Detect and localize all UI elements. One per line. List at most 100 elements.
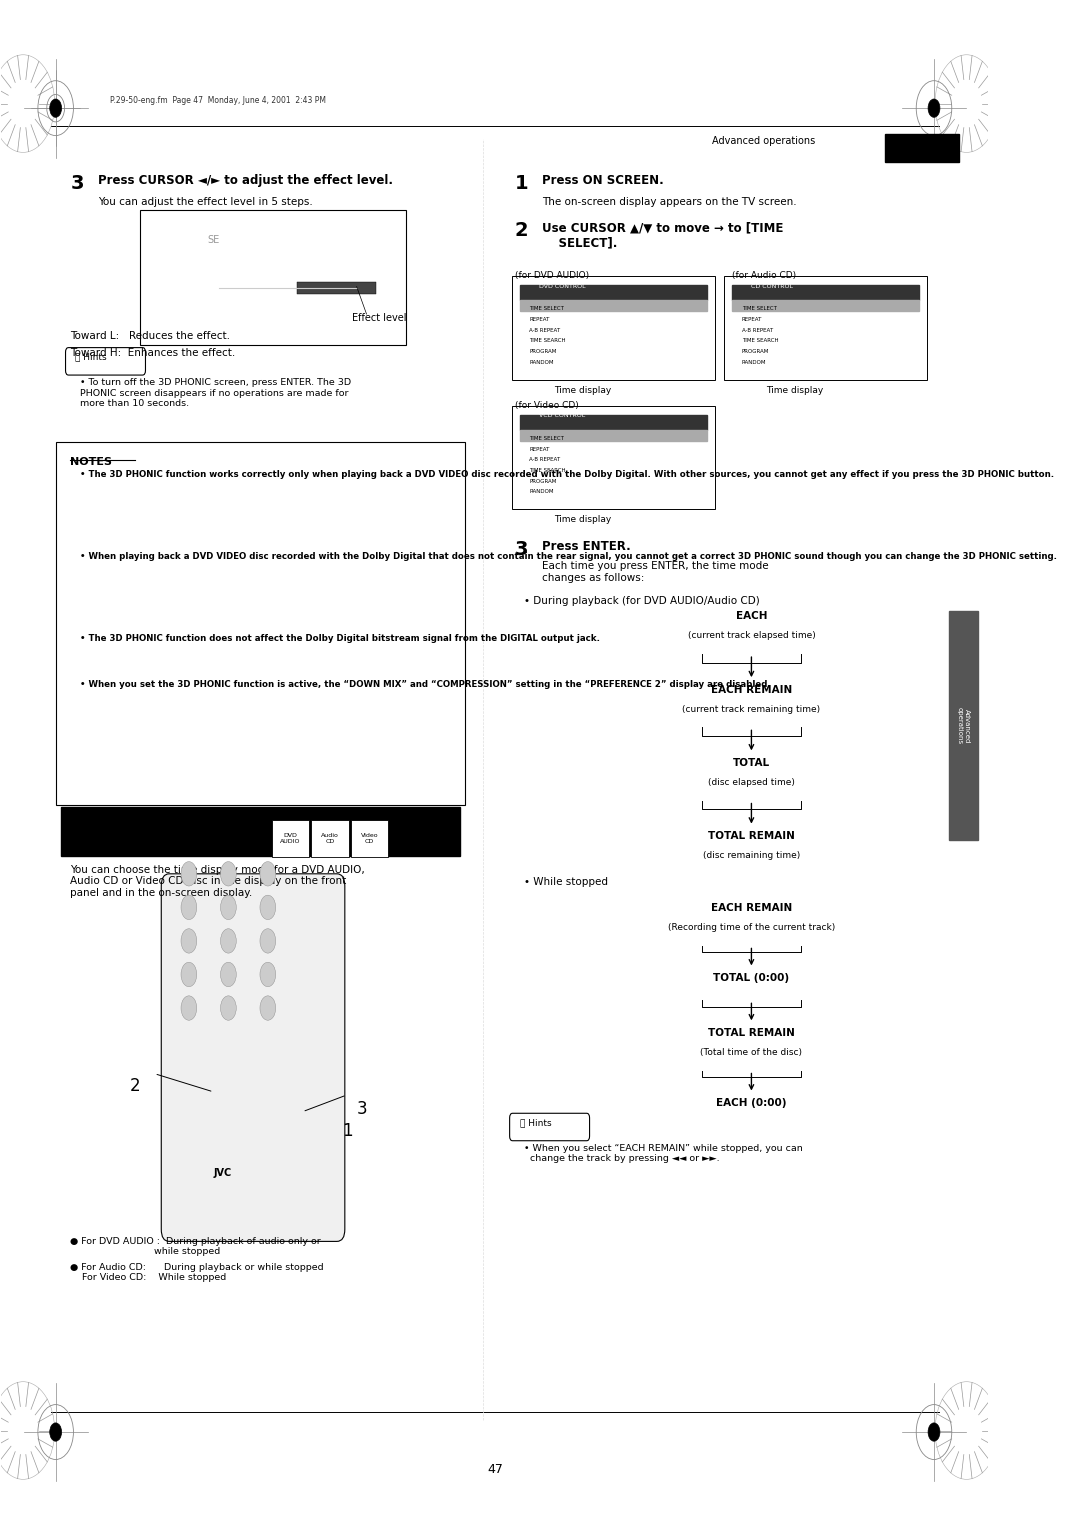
Circle shape [50,1423,62,1441]
Text: (disc elapsed time): (disc elapsed time) [708,778,795,787]
Text: Press CURSOR ◄/► to adjust the effect level.: Press CURSOR ◄/► to adjust the effect le… [98,174,393,186]
Text: EACH REMAIN: EACH REMAIN [711,685,792,695]
Circle shape [220,996,237,1021]
Text: JVC: JVC [214,1169,232,1178]
Text: Time display: Time display [554,515,611,524]
Text: VCD CONTROL: VCD CONTROL [539,413,585,419]
Circle shape [181,929,197,953]
Text: Effect level: Effect level [352,313,406,322]
Text: The on-screen display appears on the TV screen.: The on-screen display appears on the TV … [542,197,797,206]
Text: 3: 3 [70,174,84,193]
Text: A-B REPEAT: A-B REPEAT [529,329,561,333]
Text: RANDOM: RANDOM [529,489,554,495]
Text: EACH REMAIN: EACH REMAIN [711,903,792,912]
FancyBboxPatch shape [80,879,416,1229]
Text: (current track remaining time): (current track remaining time) [683,704,821,714]
Text: To check the disc time [TIME SELECT]: To check the disc time [TIME SELECT] [80,810,342,822]
Text: • When you set the 3D PHONIC function is active, the “DOWN MIX” and “COMPRESSION: • When you set the 3D PHONIC function is… [80,680,771,689]
Text: • When playing back a DVD VIDEO disc recorded with the Dolby Digital that does n: • When playing back a DVD VIDEO disc rec… [80,552,1057,561]
FancyBboxPatch shape [512,405,715,509]
Circle shape [260,929,275,953]
Text: TIME SELECT: TIME SELECT [742,307,777,312]
Circle shape [181,996,197,1021]
Text: REPEAT: REPEAT [742,318,761,322]
Text: You can choose the time display mode for a DVD AUDIO,
Audio CD or Video CD disc : You can choose the time display mode for… [70,865,365,898]
Circle shape [181,862,197,886]
Text: • During playback (for DVD AUDIO/Audio CD): • During playback (for DVD AUDIO/Audio C… [525,596,760,607]
Circle shape [220,895,237,920]
Text: DVD
AUDIO: DVD AUDIO [281,833,301,843]
Text: Advanced operations: Advanced operations [712,136,815,145]
Text: • While stopped: • While stopped [525,877,608,886]
Text: P.29-50-eng.fm  Page 47  Monday, June 4, 2001  2:43 PM: P.29-50-eng.fm Page 47 Monday, June 4, 2… [110,96,326,105]
Text: TIME SEARCH: TIME SEARCH [529,339,566,344]
Circle shape [220,929,237,953]
FancyBboxPatch shape [519,301,707,312]
Text: NOTES: NOTES [70,457,112,468]
Text: English: English [903,133,940,142]
Text: (for DVD AUDIO): (for DVD AUDIO) [514,272,589,280]
Text: PROGRAM: PROGRAM [529,348,557,354]
Text: PROGRAM: PROGRAM [529,478,557,484]
Text: EACH (0:00): EACH (0:00) [716,1099,786,1108]
Text: (Recording time of the current track): (Recording time of the current track) [667,923,835,932]
Text: (current track elapsed time): (current track elapsed time) [688,631,815,640]
Text: A-B REPEAT: A-B REPEAT [742,329,772,333]
Circle shape [220,862,237,886]
Circle shape [260,895,275,920]
Text: REPEAT: REPEAT [529,318,550,322]
Text: Toward H:  Enhances the effect.: Toward H: Enhances the effect. [70,347,235,358]
Text: ● For DVD AUDIO :  During playback of audio only or
                            : ● For DVD AUDIO : During playback of aud… [70,1236,321,1256]
Text: Press ENTER.: Press ENTER. [542,539,631,553]
Text: TOTAL (0:00): TOTAL (0:00) [714,973,789,983]
Text: Toward L:   Reduces the effect.: Toward L: Reduces the effect. [70,332,230,341]
FancyBboxPatch shape [949,611,978,840]
FancyBboxPatch shape [56,442,465,805]
Text: A-B REPEAT: A-B REPEAT [529,457,561,463]
Text: TIME SEARCH: TIME SEARCH [529,468,566,474]
FancyBboxPatch shape [519,286,707,301]
Text: You can adjust the effect level in 5 steps.: You can adjust the effect level in 5 ste… [98,197,313,206]
FancyBboxPatch shape [60,807,460,856]
Text: • The 3D PHONIC function works correctly only when playing back a DVD VIDEO disc: • The 3D PHONIC function works correctly… [80,469,1054,478]
FancyBboxPatch shape [311,821,349,857]
Circle shape [53,104,58,113]
Text: 2: 2 [514,222,528,240]
Text: TOTAL: TOTAL [733,758,770,769]
Text: 2: 2 [130,1077,140,1094]
Text: (Total time of the disc): (Total time of the disc) [701,1048,802,1057]
FancyBboxPatch shape [161,874,345,1241]
Text: 1: 1 [342,1123,352,1140]
Text: 3: 3 [356,1100,367,1117]
Text: TIME SEARCH: TIME SEARCH [742,339,779,344]
Text: Video
CD: Video CD [361,833,378,843]
FancyBboxPatch shape [731,301,919,312]
Text: Use CURSOR ▲/▼ to move → to [TIME
    SELECT].: Use CURSOR ▲/▼ to move → to [TIME SELECT… [542,222,784,249]
FancyBboxPatch shape [519,414,707,429]
Circle shape [928,99,940,118]
Text: PROGRAM: PROGRAM [742,348,769,354]
Circle shape [220,963,237,987]
Circle shape [260,996,275,1021]
Text: RANDOM: RANDOM [529,359,554,365]
Text: DVD CONTROL: DVD CONTROL [539,284,585,289]
Circle shape [260,862,275,886]
Text: • The 3D PHONIC function does not affect the Dolby Digital bitstream signal from: • The 3D PHONIC function does not affect… [80,634,600,643]
FancyBboxPatch shape [885,134,959,162]
Text: 📌 Hints: 📌 Hints [519,1118,551,1126]
Text: Time display: Time display [766,385,823,394]
Text: 1: 1 [514,174,528,193]
Text: TIME SELECT: TIME SELECT [529,435,564,442]
Text: Audio
CD: Audio CD [321,833,339,843]
Text: 📌 Hints: 📌 Hints [76,351,107,361]
Text: Time display: Time display [554,385,611,394]
Text: Advanced
operations: Advanced operations [957,707,970,744]
Text: SE: SE [207,235,219,246]
FancyBboxPatch shape [731,286,919,301]
Text: EACH: EACH [735,611,767,622]
Circle shape [50,99,62,118]
Text: TIME SELECT: TIME SELECT [529,307,564,312]
Text: • When you select “EACH REMAIN” while stopped, you can
  change the track by pre: • When you select “EACH REMAIN” while st… [525,1144,804,1163]
FancyBboxPatch shape [519,429,707,440]
Text: TOTAL REMAIN: TOTAL REMAIN [708,831,795,840]
